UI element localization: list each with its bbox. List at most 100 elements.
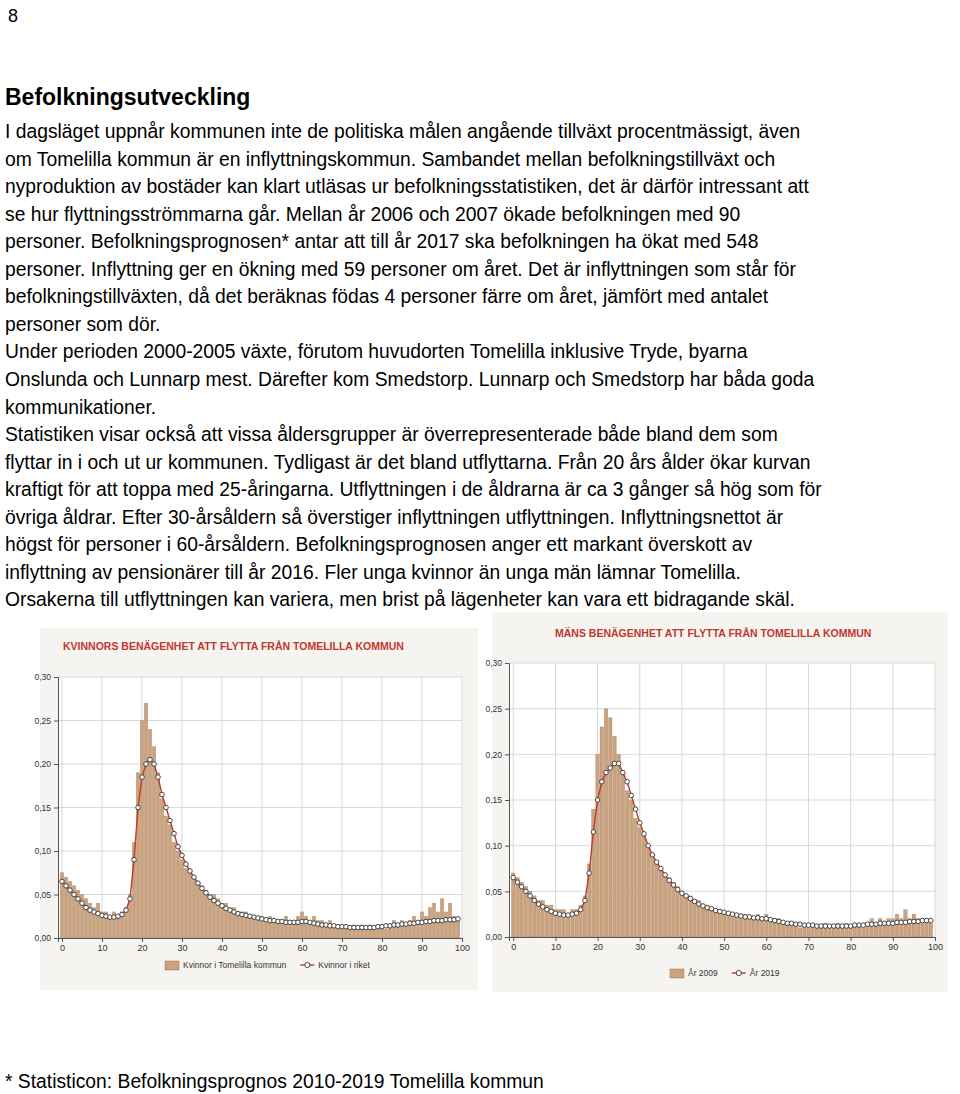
marker xyxy=(68,888,73,893)
y-tick-label: 0,10 xyxy=(34,846,51,856)
x-tick-mark xyxy=(893,937,894,941)
x-axis-line xyxy=(510,938,936,942)
body-line: nyproduktion av bostäder kan klart utläs… xyxy=(5,176,809,197)
x-tick-mark xyxy=(766,937,767,941)
bar xyxy=(172,842,175,938)
bar xyxy=(904,910,908,937)
x-grid-line xyxy=(935,663,936,937)
marker xyxy=(156,775,161,780)
y-tick-label: 0,00 xyxy=(34,933,51,943)
marker xyxy=(583,898,588,903)
bar xyxy=(316,921,319,938)
bar xyxy=(545,905,549,937)
bar xyxy=(336,925,339,938)
x-grid-line xyxy=(555,663,556,937)
x-grid-line xyxy=(724,663,725,937)
bar xyxy=(260,916,263,938)
body-line: högst för personer i 60-årsåldern. Befol… xyxy=(5,534,752,555)
marker xyxy=(80,901,85,906)
marker xyxy=(667,878,672,883)
bar xyxy=(828,928,832,937)
y-tick: 0,00 xyxy=(34,933,58,943)
bar xyxy=(188,873,191,938)
x-tick-label: 60 xyxy=(762,942,772,952)
bar xyxy=(72,886,75,938)
chart: 01020304050607080901000,000,050,100,150,… xyxy=(485,612,948,992)
marker xyxy=(540,905,545,910)
x-tick-label: 80 xyxy=(846,942,856,952)
heading: Befolkningsutveckling xyxy=(5,84,250,110)
bar xyxy=(524,887,528,937)
bar xyxy=(777,919,781,937)
x-tick-mark xyxy=(262,938,263,942)
x-grid-line xyxy=(422,677,423,938)
marker xyxy=(176,844,181,849)
x-tick-label: 0 xyxy=(511,942,516,952)
bar xyxy=(120,912,123,938)
marker xyxy=(654,860,659,865)
plot-area xyxy=(509,663,935,937)
x-tick-label: 60 xyxy=(297,943,307,953)
bar xyxy=(743,914,747,937)
bar xyxy=(579,905,583,937)
x-tick-mark xyxy=(182,938,183,942)
y-tick: 0,20 xyxy=(485,750,509,760)
x-tick-mark xyxy=(302,938,303,942)
x-tick-mark xyxy=(513,937,514,941)
plot xyxy=(60,703,461,938)
bar xyxy=(240,912,243,938)
x-grid-line xyxy=(382,677,383,938)
x-tick-label: 30 xyxy=(635,942,645,952)
x-tick-label: 70 xyxy=(804,942,814,952)
bar xyxy=(680,891,684,937)
body-line: personer. Befolkningsprognosen* antar at… xyxy=(5,231,759,252)
bar xyxy=(192,877,195,938)
y-tick-mark xyxy=(505,663,509,664)
bar xyxy=(304,916,307,938)
bar xyxy=(96,903,99,938)
body-line: Orsakerna till utflyttningen kan variera… xyxy=(5,589,795,610)
bar xyxy=(296,916,299,938)
marker xyxy=(595,798,600,803)
bar xyxy=(352,925,355,938)
y-axis: 0,000,050,100,150,200,250,30 xyxy=(485,658,509,942)
y-tick-label: 0,25 xyxy=(485,704,502,714)
marker xyxy=(120,912,125,917)
bar xyxy=(148,729,151,938)
marker xyxy=(625,779,630,784)
bar xyxy=(642,837,646,937)
x-tick-mark xyxy=(62,938,63,942)
y-grid-line xyxy=(58,764,462,765)
bar xyxy=(705,905,709,937)
bar xyxy=(752,919,756,937)
body-line: flyttar in i och ut ur kommunen. Tydliga… xyxy=(5,452,811,473)
bar xyxy=(815,928,819,937)
x-tick-label: 90 xyxy=(417,943,427,953)
bar xyxy=(264,921,267,938)
x-tick-label: 80 xyxy=(377,943,387,953)
bar xyxy=(384,929,387,938)
y-tick-mark xyxy=(505,937,509,938)
bar xyxy=(220,903,223,938)
bar xyxy=(663,873,667,937)
x-axis-line xyxy=(59,939,463,943)
y-tick: 0,15 xyxy=(34,803,58,813)
bar xyxy=(895,914,899,937)
bar xyxy=(100,912,103,938)
x-grid-line xyxy=(808,663,809,937)
marker xyxy=(680,891,685,896)
body-line: kraftigt för att toppa med 25-åringarna.… xyxy=(5,479,822,500)
marker xyxy=(519,884,524,889)
bar xyxy=(104,912,107,938)
legend-label: År 2009 xyxy=(688,968,718,978)
x-tick-label: 100 xyxy=(928,942,943,952)
bar xyxy=(862,928,866,937)
bar xyxy=(549,905,553,937)
marker xyxy=(152,762,157,767)
x-tick-mark xyxy=(382,938,383,942)
x-tick: 60 xyxy=(762,937,772,952)
markers xyxy=(511,761,933,928)
y-tick-label: 0,15 xyxy=(34,803,51,813)
bar xyxy=(308,921,311,938)
bar xyxy=(912,914,916,937)
